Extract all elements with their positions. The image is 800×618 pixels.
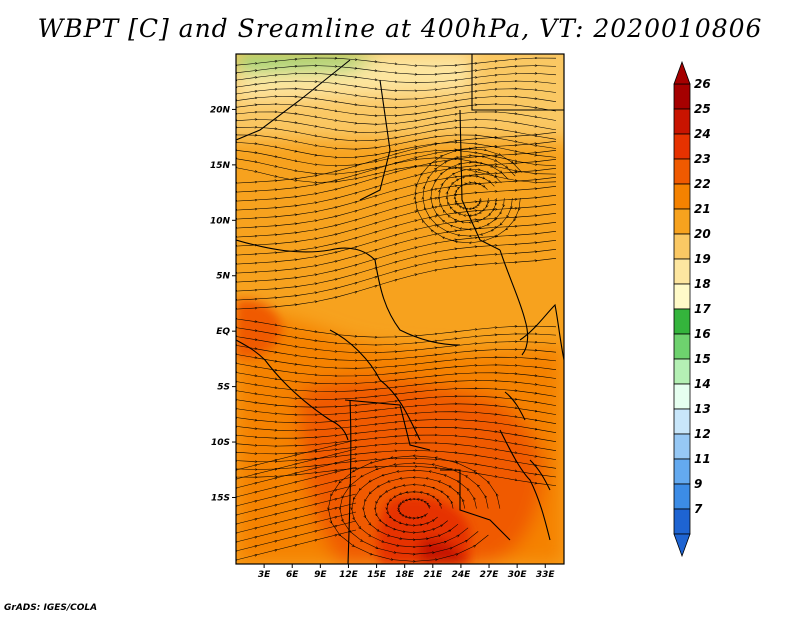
lat-tick-label: 5N: [216, 272, 230, 282]
footer-credit: GrADS: IGES/COLA: [4, 603, 98, 613]
lon-tick-label: 24E: [452, 570, 472, 580]
colorbar-label: 20: [694, 227, 711, 241]
colorbar-swatch: [673, 508, 691, 535]
lon-tick-label: 27E: [480, 570, 500, 580]
colorbar-swatch: [673, 483, 691, 510]
border-zambia: [440, 469, 511, 541]
colorbar-swatch: [673, 208, 691, 235]
colorbar-label: 24: [694, 127, 711, 141]
lat-tick-label: 10S: [211, 438, 230, 448]
border-angola-namibia: [347, 399, 352, 564]
lat-tick-label: 10N: [210, 216, 231, 226]
latitude-axis: 20N 15N 10N 5N EQ 5S 10S 15S: [210, 105, 236, 503]
lon-tick-label: 3E: [258, 570, 271, 580]
border-south-sudan: [499, 249, 529, 356]
lat-tick-label: 15S: [211, 493, 230, 503]
lat-tick-label: 15N: [210, 161, 231, 171]
colorbar-label: 13: [694, 402, 711, 416]
colorbar-label: 21: [694, 202, 711, 216]
colorbar-swatch: [673, 258, 691, 285]
lon-tick-label: 12E: [339, 570, 359, 580]
colorbar-swatch: [673, 308, 691, 335]
colorbar-label: 18: [694, 277, 711, 291]
colorbar-min-arrow: [673, 533, 691, 558]
streamline: [236, 58, 557, 66]
plot-title: WBPT [C] and Sreamline at 400hPa, VT: 20…: [37, 14, 763, 43]
longitude-axis: 3E 6E 9E 12E 15E 18E 21E 24E 27E 30E 33E: [258, 564, 556, 580]
colorbar-label: 11: [694, 452, 711, 466]
colorbar-label: 19: [694, 252, 711, 266]
colorbar-label: 7: [694, 502, 703, 516]
colorbar-max-arrow: [673, 60, 691, 85]
border-sudan: [459, 109, 501, 251]
colorbar-label: 17: [694, 302, 711, 316]
colorbar: 26 25 24 23 22 21 20 19 18 17 16 15 14 13 12 11 9 7: [673, 60, 711, 558]
lon-tick-label: 21E: [423, 570, 443, 580]
lake-tanganyika: [504, 391, 526, 421]
colorbar-swatch: [673, 283, 691, 310]
coastline-east: [519, 303, 564, 361]
lat-tick-label: 20N: [210, 105, 231, 115]
lon-tick-label: 6E: [286, 570, 299, 580]
colorbar-swatch: [673, 358, 691, 385]
border-nigeria-north: [236, 239, 376, 261]
lon-tick-label: 33E: [536, 570, 556, 580]
colorbar-swatch: [673, 333, 691, 360]
colorbar-label: 25: [694, 102, 711, 116]
map-frame: [235, 53, 565, 565]
border-malawi: [499, 429, 551, 541]
colorbar-swatch: [673, 433, 691, 460]
colorbar-label: 9: [694, 477, 702, 491]
streamline: [236, 529, 357, 561]
border-niger-chad: [359, 79, 391, 201]
colorbar-swatch: [673, 233, 691, 260]
colorbar-swatch: [673, 183, 691, 210]
border-egypt-sudan: [471, 54, 564, 111]
lat-tick-label: 5S: [217, 383, 230, 393]
streamline: [236, 66, 557, 75]
colorbar-swatch: [673, 108, 691, 135]
border-congo: [329, 329, 421, 441]
colorbar-label: 15: [694, 352, 711, 366]
streamline: [236, 258, 557, 311]
colorbar-swatch: [673, 408, 691, 435]
streamlines: [236, 58, 557, 561]
country-borders: [236, 54, 564, 564]
colorbar-swatch: [673, 83, 691, 110]
lon-tick-label: 15E: [367, 570, 387, 580]
lat-tick-label: EQ: [216, 327, 230, 337]
colorbar-label: 22: [694, 177, 711, 191]
colorbar-label: 26: [694, 77, 711, 91]
colorbar-swatch: [673, 158, 691, 185]
coastline-west: [236, 339, 349, 441]
lon-tick-label: 9E: [314, 570, 327, 580]
colorbar-swatch: [673, 133, 691, 160]
wbpt-shading: [236, 54, 564, 564]
lon-tick-label: 30E: [508, 570, 528, 580]
lake-malawi: [529, 459, 551, 491]
streamline: [415, 149, 523, 243]
border-angola-drc: [344, 399, 431, 451]
colorbar-label: 16: [694, 327, 711, 341]
colorbar-label: 14: [694, 377, 711, 391]
lon-tick-label: 18E: [395, 570, 415, 580]
colorbar-label: 23: [694, 152, 711, 166]
colorbar-swatch: [673, 458, 691, 485]
border-algeria: [236, 59, 351, 141]
border-car: [374, 259, 461, 346]
colorbar-label: 12: [694, 427, 711, 441]
colorbar-swatch: [673, 383, 691, 410]
